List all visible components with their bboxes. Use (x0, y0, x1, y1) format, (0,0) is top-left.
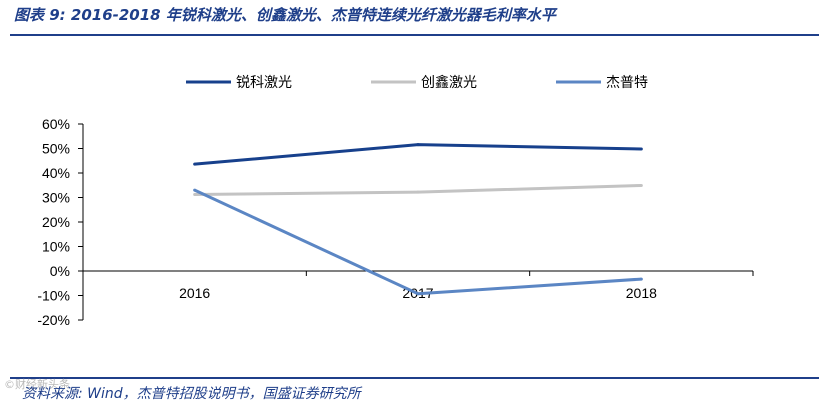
x-tick-label: 2016 (179, 285, 210, 301)
top-divider (10, 34, 819, 36)
watermark: ©财经新头条 (4, 378, 70, 391)
data-point (639, 183, 643, 187)
data-point (193, 188, 197, 192)
data-point (193, 162, 197, 166)
plot-area (193, 143, 643, 296)
bottom-divider (10, 377, 819, 379)
y-tick-label: -20% (37, 312, 70, 328)
y-tick-label: 60% (42, 116, 70, 132)
data-point (639, 277, 643, 281)
y-axis: -20% -10% 0% 10% 20% 30% 40% 50% 60% (37, 116, 84, 328)
figure-title: 图表 9: 2016-2018 年锐科激光、创鑫激光、杰普特连续光纤激光器毛利率… (14, 6, 556, 24)
data-point (416, 190, 420, 194)
legend-label: 杰普特 (606, 75, 648, 91)
y-tick-label: 30% (42, 190, 70, 206)
series-line-1 (194, 143, 642, 166)
y-tick-label: -10% (37, 288, 70, 304)
y-tick-label: 20% (42, 214, 70, 230)
y-tick-label: 50% (42, 141, 70, 157)
y-tick-label: 0% (50, 263, 70, 279)
data-point (416, 143, 420, 147)
data-point (193, 193, 197, 197)
y-tick-label: 10% (42, 239, 70, 255)
legend-label: 锐科激光 (236, 74, 292, 91)
legend-label: 创鑫激光 (421, 74, 477, 91)
series-line-3 (194, 188, 642, 296)
data-point (639, 147, 643, 151)
data-point (416, 292, 420, 296)
source-note: 资料来源: Wind，杰普特招股说明书，国盛证券研究所 (22, 386, 361, 402)
x-axis: 201620172018 (82, 270, 754, 301)
legend: 锐科激光 创鑫激光 杰普特 (186, 74, 648, 91)
x-tick-label: 2018 (626, 285, 657, 301)
y-tick-label: 40% (42, 165, 70, 181)
